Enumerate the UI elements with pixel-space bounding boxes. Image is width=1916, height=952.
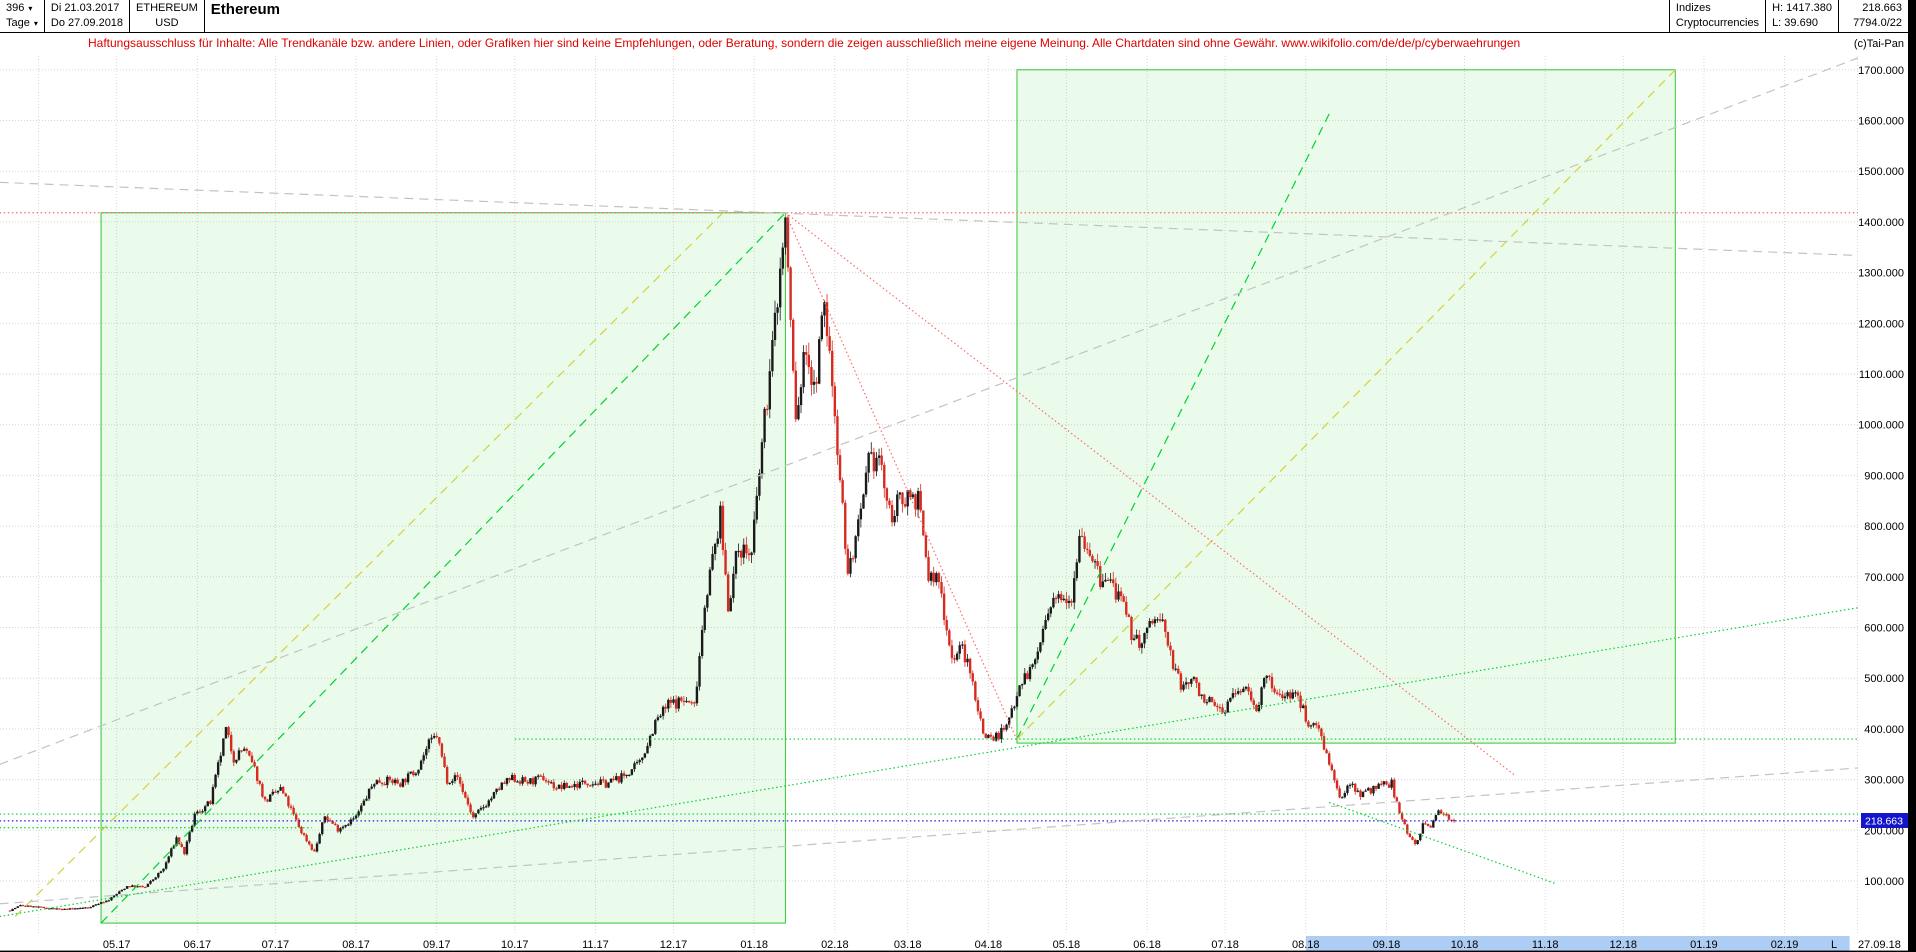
y-axis-label: 300.000 <box>1864 775 1904 787</box>
y-axis-label: 1600.000 <box>1858 116 1904 128</box>
x-axis-label: 09.17 <box>423 939 451 951</box>
x-axis-label: 02.18 <box>821 939 849 951</box>
y-axis-label: 800.000 <box>1864 521 1904 533</box>
last-price-value: 218.663 <box>1862 2 1902 14</box>
x-axis-label: 06.18 <box>1133 939 1161 951</box>
last-price-badge: 218.663 <box>1861 813 1908 828</box>
gray-channel-lower[interactable] <box>0 764 1907 905</box>
x-axis-label: 01.19 <box>1690 939 1718 951</box>
y-axis-label: 1700.000 <box>1858 65 1904 77</box>
downtrend-from-peak-shallow[interactable] <box>785 212 1515 776</box>
period-high: H: 1417.380 <box>1772 2 1832 14</box>
date-from: Di 21.03.2017 <box>50 2 120 14</box>
category-group: Indizes <box>1675 2 1711 14</box>
y-axis-label: 1500.000 <box>1858 166 1904 178</box>
secondary-value: 7794.0/22 <box>1853 17 1902 29</box>
last-values-cell: 218.663 7794.0/22 <box>1838 0 1908 32</box>
symbol-label: ETHEREUM <box>136 2 198 14</box>
x-axis-label: L <box>1831 939 1837 951</box>
axis-highlight-layer <box>1305 936 1850 952</box>
trendlines-layer <box>0 39 1907 924</box>
downtrend-from-peak-steep[interactable] <box>784 212 1018 741</box>
category-cell[interactable]: Indizes Cryptocurrencies <box>1668 0 1765 32</box>
grid-layer <box>0 56 1858 935</box>
x-axis-label: 10.18 <box>1451 939 1479 951</box>
instrument-title: Ethereum <box>210 1 280 18</box>
falling-support-green-dotted[interactable] <box>1329 801 1556 885</box>
x-axis-end-date-label: 27.09.18 <box>1858 939 1901 951</box>
x-axis-label: 11.18 <box>1532 939 1559 951</box>
trend-boxes-layer <box>100 69 1676 924</box>
last-price-badge-value: 218.663 <box>1865 816 1903 828</box>
gray-channel-upper[interactable] <box>0 39 1907 765</box>
y-axis-label: 900.000 <box>1864 470 1904 482</box>
date-to: Do 27.09.2018 <box>50 17 124 29</box>
y-axis-label: 1200.000 <box>1858 318 1904 330</box>
x-axis-label: 05.18 <box>1053 939 1081 951</box>
period-controls[interactable]: 396 ▾ Tage ▾ <box>0 0 45 32</box>
x-axis-label: 07.18 <box>1211 939 1239 951</box>
y-axis-label: 1000.000 <box>1858 420 1904 432</box>
symbol-cell[interactable]: ETHEREUM USD <box>130 0 205 32</box>
chart-header-bar: 396 ▾ Tage ▾ Di 21.03.2017 Do 27.09.2018 E… <box>0 0 1908 33</box>
axes-labels-layer: 1700.000 1600.000 1500.000 1400.000 1300.000… <box>0 65 1916 952</box>
y-axis-label: 500.000 <box>1864 673 1904 685</box>
chevron-down-icon[interactable]: ▾ <box>33 19 38 28</box>
x-axis-label: 05.17 <box>103 939 131 951</box>
currency-label: USD <box>155 17 179 29</box>
window-right-edge <box>1908 0 1916 952</box>
chevron-down-icon[interactable]: ▾ <box>28 4 33 13</box>
y-axis-label: 1300.000 <box>1858 268 1904 280</box>
bars-count-dropdown[interactable]: 396 ▾ <box>6 1 38 16</box>
date-range-cell[interactable]: Di 21.03.2017 Do 27.09.2018 <box>45 0 131 32</box>
y-axis-label: 700.000 <box>1864 572 1904 584</box>
category-subgroup: Cryptocurrencies <box>1675 17 1760 29</box>
x-axis-label: 07.17 <box>262 939 290 951</box>
y-axis-label: 600.000 <box>1864 623 1904 635</box>
y-axis-label: 1400.000 <box>1858 217 1904 229</box>
x-axis-label: 11.17 <box>582 939 609 951</box>
x-axis-label: 03.18 <box>894 939 922 951</box>
x-axis-label: 08.18 <box>1292 939 1320 951</box>
high-low-cell: H: 1417.380 L: 39.690 <box>1765 0 1838 32</box>
bars-count: 396 <box>6 2 25 14</box>
x-axis-label: 12.17 <box>660 939 688 951</box>
x-axis-label: 02.19 <box>1771 939 1799 951</box>
candlestick-series[interactable] <box>8 214 1456 912</box>
uptrend-2017-yellow-dashed[interactable] <box>14 212 724 917</box>
y-axis-label: 1100.000 <box>1859 369 1904 381</box>
x-axis-label: 10.17 <box>501 939 529 951</box>
y-axis-label: 200.000 <box>1864 825 1904 837</box>
y-axis-label: 100.000 <box>1864 876 1904 888</box>
x-axis-label: 08.17 <box>342 939 370 951</box>
x-axis-highlight-band <box>1305 936 1850 952</box>
copyright-label: (c)Tai-Pan <box>1854 38 1904 50</box>
disclaimer-text: Haftungsausschluss für Inhalte: Alle Tre… <box>88 36 1521 50</box>
x-axis-label: 06.17 <box>184 939 212 951</box>
x-axis-label: 09.18 <box>1373 939 1401 951</box>
period-low: L: 39.690 <box>1772 17 1818 29</box>
x-axis-label: 12.18 <box>1609 939 1637 951</box>
period-unit: Tage <box>6 17 30 29</box>
uptrend-2018-yellow-dashed[interactable] <box>1016 69 1676 740</box>
period-unit-dropdown[interactable]: Tage ▾ <box>6 16 38 31</box>
gray-top-resistance[interactable] <box>0 181 1907 257</box>
uptrend-2018-green-dashed-steep[interactable] <box>1016 113 1330 740</box>
x-axis-label: 04.18 <box>975 939 1003 951</box>
y-axis-label: 400.000 <box>1864 724 1904 736</box>
x-axis-label: 01.18 <box>740 939 768 951</box>
